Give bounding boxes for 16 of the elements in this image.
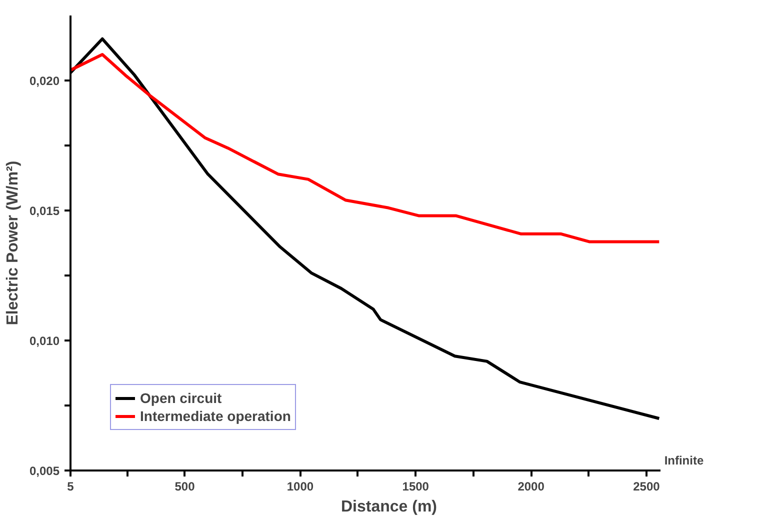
x-tick-label: 500 bbox=[174, 480, 196, 494]
x-tick-label: 2500 bbox=[633, 480, 660, 494]
y-tick-label: 0,015 bbox=[29, 204, 60, 218]
y-tick-label: 0,005 bbox=[29, 464, 60, 478]
y-axis-title: Electric Power (W/m²) bbox=[4, 160, 22, 326]
x-tick-label: 1500 bbox=[402, 480, 430, 494]
line-series bbox=[70, 53, 661, 244]
y-tick-label: 0,020 bbox=[29, 74, 60, 88]
legend-label: Open circuit bbox=[140, 389, 222, 407]
text: Infinite bbox=[664, 454, 704, 468]
x-tick-label: 2000 bbox=[518, 480, 545, 494]
x-tick-label: 5 bbox=[67, 480, 74, 494]
y-tick-label: 0,010 bbox=[29, 334, 60, 348]
legend-label: Intermediate operation bbox=[140, 407, 291, 425]
x-axis-title: Distance (m) bbox=[340, 498, 438, 516]
x-tick-label: 1000 bbox=[286, 480, 314, 494]
